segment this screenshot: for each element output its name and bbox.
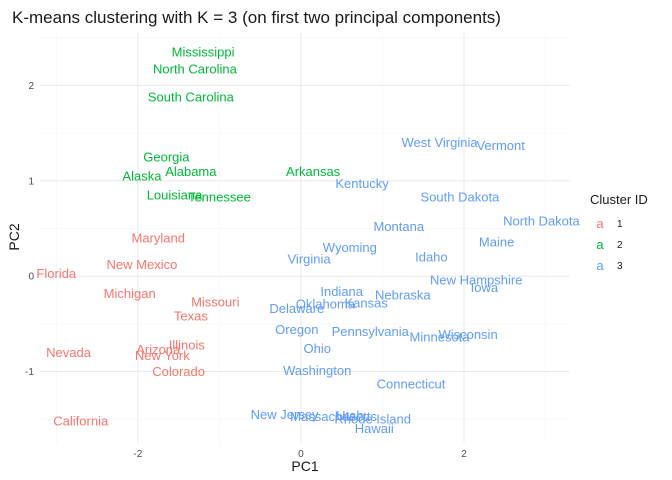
point-label: Nevada [46, 345, 92, 360]
point-label: Colorado [152, 364, 205, 379]
point-label: California [53, 414, 109, 429]
point-label: South Carolina [148, 89, 235, 104]
point-label: South Dakota [421, 190, 501, 205]
point-label: Minnesota [410, 330, 471, 345]
point-label: Tennessee [188, 190, 251, 205]
point-label: Arizona [136, 342, 181, 357]
point-label: Hawaii [355, 421, 394, 436]
point-label: Georgia [143, 149, 190, 164]
y-tick-label: 1 [28, 176, 34, 187]
point-label: New York [135, 348, 190, 363]
point-label: Idaho [415, 250, 448, 265]
point-label: Utah [336, 408, 363, 423]
point-label: Texas [174, 309, 208, 324]
point-label: Nebraska [375, 288, 431, 303]
y-tick-label: 2 [28, 81, 34, 92]
point-label: New Hampshire [430, 272, 522, 287]
y-axis-title: PC2 [6, 223, 22, 250]
x-tick-label: -2 [133, 449, 142, 460]
point-label: Arkansas [286, 164, 341, 179]
point-label: Kentucky [335, 176, 389, 191]
point-label: Montana [373, 219, 424, 234]
legend-title: Cluster ID [590, 192, 648, 207]
point-label: Oregon [275, 322, 318, 337]
legend-label: 3 [617, 261, 623, 272]
point-label: Pennsylvania [332, 324, 410, 339]
point-label: Mississippi [172, 45, 235, 60]
x-axis-title: PC1 [291, 458, 318, 474]
point-label: New Jersey [251, 407, 319, 422]
point-label: New Mexico [107, 257, 178, 272]
point-label: Vermont [476, 138, 525, 153]
x-tick-label: 2 [461, 449, 467, 460]
point-label: North Carolina [153, 62, 238, 77]
point-label: Indiana [320, 284, 363, 299]
point-label: Maine [479, 234, 514, 249]
point-label: Rhode Island [334, 412, 411, 427]
point-label: Wyoming [323, 240, 377, 255]
point-label: Alabama [165, 164, 217, 179]
x-tick-label: 0 [298, 449, 304, 460]
legend-label: 2 [617, 240, 623, 251]
legend: Cluster ID a 1 a 2 a 3 [590, 192, 648, 273]
y-tick-label: -1 [25, 367, 34, 378]
point-label: Wisconsin [438, 327, 497, 342]
point-label: Washington [283, 363, 351, 378]
point-label: North Dakota [503, 213, 580, 228]
point-label: Ohio [303, 341, 330, 356]
point-label: Louisiana [147, 188, 203, 203]
legend-key: a [596, 216, 604, 231]
point-label: Virginia [288, 251, 332, 266]
point-label: Alaska [122, 169, 162, 184]
point-label: Missouri [191, 294, 240, 309]
grid-lines [40, 33, 570, 443]
point-label: Michigan [104, 286, 156, 301]
x-axis-ticks: -2 0 2 [133, 449, 467, 460]
point-label: Illinois [169, 337, 206, 352]
point-label: Connecticut [377, 376, 446, 391]
y-axis-ticks: -1 0 1 2 [25, 81, 34, 378]
chart-title: K-means clustering with K = 3 (on first … [12, 8, 501, 27]
legend-key: a [596, 237, 604, 252]
point-label: Kansas [344, 295, 388, 310]
point-label: Florida [36, 266, 77, 281]
point-label: Massachusetts [290, 409, 377, 424]
legend-key: a [596, 258, 604, 273]
y-tick-label: 0 [28, 272, 34, 283]
point-label: Maryland [131, 231, 184, 246]
data-points: Mississippi North Carolina South Carolina G… [36, 45, 580, 437]
point-label: West Virginia [401, 135, 478, 150]
legend-label: 1 [617, 219, 623, 230]
point-label: Delaware [269, 301, 324, 316]
point-label: Oklahoma [296, 296, 356, 311]
point-label: Iowa [471, 280, 499, 295]
